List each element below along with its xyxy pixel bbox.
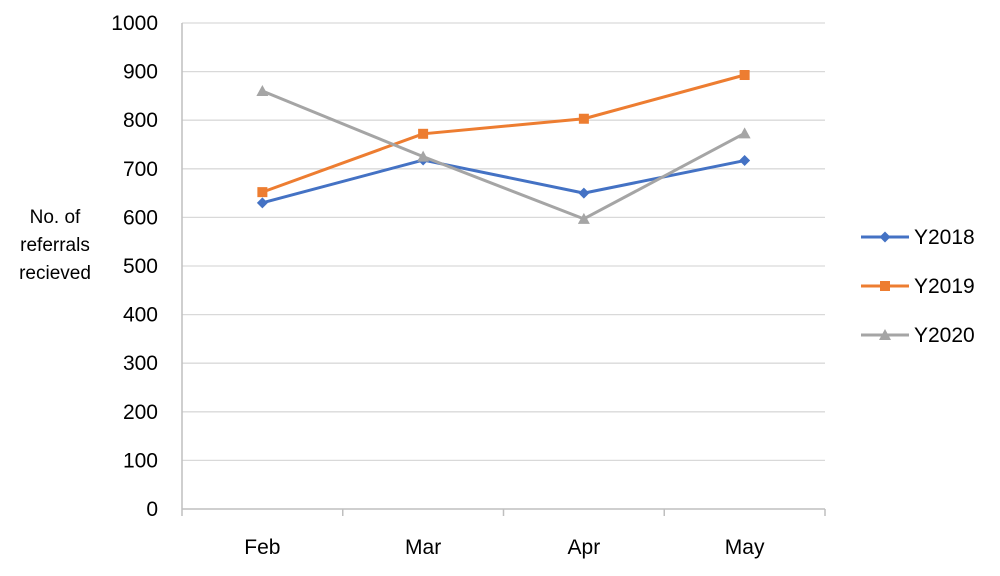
- legend: Y2018 Y2019 Y2020: [861, 226, 975, 347]
- data-point-marker: [577, 212, 590, 224]
- data-point-marker: [578, 113, 589, 124]
- y-tick-label: 200: [123, 401, 158, 424]
- x-tick-label: Apr: [568, 536, 601, 559]
- y-tick-label: 600: [123, 206, 158, 229]
- legend-label: Y2018: [914, 226, 975, 249]
- y-axis-label-line: referrals: [20, 235, 90, 256]
- y-tick-label: 800: [123, 109, 158, 132]
- x-tick-label: Mar: [405, 536, 441, 559]
- y-tick-label: 100: [123, 449, 158, 472]
- x-tick-labels: Feb Mar Apr May: [244, 536, 765, 559]
- data-point-marker: [739, 155, 751, 167]
- y-tick-label: 400: [123, 304, 158, 327]
- data-point-marker: [256, 197, 268, 209]
- data-point-marker: [417, 150, 430, 162]
- y-tick-label: 700: [123, 158, 158, 181]
- y-axis-label-line: No. of: [30, 207, 81, 228]
- series-line: [260, 73, 747, 194]
- legend-item-y2020: Y2020: [861, 324, 975, 347]
- series-y2020: [256, 85, 751, 224]
- legend-item-y2018: Y2018: [861, 226, 975, 249]
- data-point-marker: [578, 187, 590, 199]
- legend-label: Y2019: [914, 275, 975, 298]
- data-point-marker: [739, 70, 750, 81]
- legend-label: Y2020: [914, 324, 975, 347]
- series-y2019: [257, 70, 750, 198]
- y-tick-label: 1000: [111, 12, 158, 35]
- legend-marker: [879, 231, 891, 243]
- x-tick-label: Feb: [244, 536, 280, 559]
- series-y2018: [256, 154, 751, 209]
- series-line: [260, 89, 747, 221]
- y-tick-label: 0: [146, 498, 158, 521]
- series-lines: [256, 70, 751, 224]
- legend-marker: [879, 329, 891, 340]
- legend-marker: [880, 281, 890, 291]
- y-tick-label: 900: [123, 61, 158, 84]
- data-point-marker: [738, 127, 751, 139]
- x-tick-label: May: [725, 536, 765, 559]
- y-tick-label: 300: [123, 352, 158, 375]
- y-axis-label: No. of referrals recieved: [19, 207, 91, 284]
- y-tick-label: 500: [123, 255, 158, 278]
- y-tick-labels: 0 100 200 300 400 500 600 700 800 900 1000: [111, 12, 158, 521]
- gridlines: [182, 22, 825, 462]
- legend-item-y2019: Y2019: [861, 275, 975, 298]
- data-point-marker: [256, 85, 269, 97]
- data-point-marker: [418, 128, 429, 139]
- data-point-marker: [257, 187, 268, 198]
- y-axis-label-line: recieved: [19, 263, 91, 284]
- axes: [181, 23, 826, 516]
